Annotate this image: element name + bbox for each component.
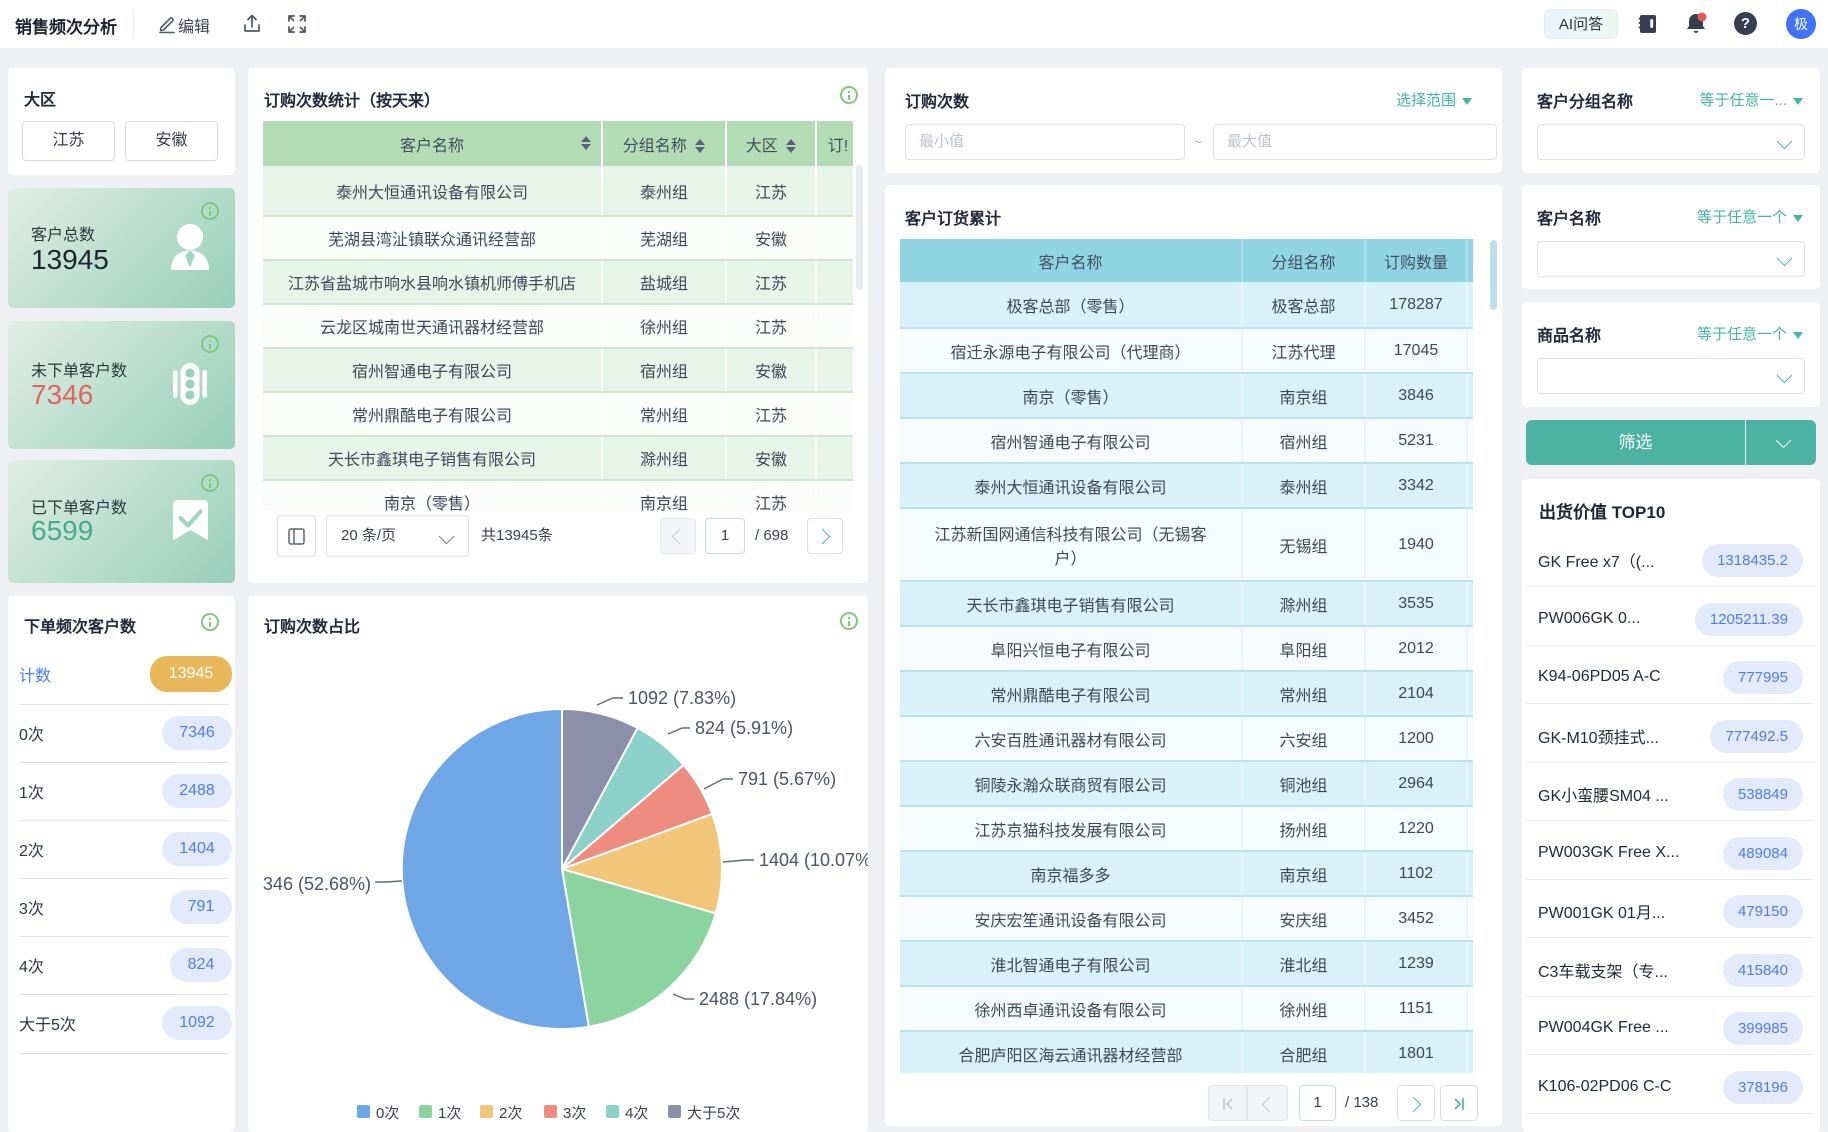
svg-text:大于5次: 大于5次 [687,1105,740,1122]
svg-text:791 (5.67%): 791 (5.67%) [738,769,836,789]
svg-text:0次: 0次 [376,1105,399,1122]
svg-text:1092 (7.83%): 1092 (7.83%) [628,688,736,708]
svg-text:346 (52.68%): 346 (52.68%) [263,874,371,894]
svg-text:1次: 1次 [438,1105,461,1122]
svg-text:4次: 4次 [625,1105,648,1122]
svg-text:824 (5.91%): 824 (5.91%) [695,718,793,738]
svg-text:3次: 3次 [563,1105,586,1122]
svg-text:1404 (10.07%: 1404 (10.07% [759,850,868,870]
svg-text:2488 (17.84%): 2488 (17.84%) [699,989,817,1009]
svg-text:2次: 2次 [499,1105,522,1122]
